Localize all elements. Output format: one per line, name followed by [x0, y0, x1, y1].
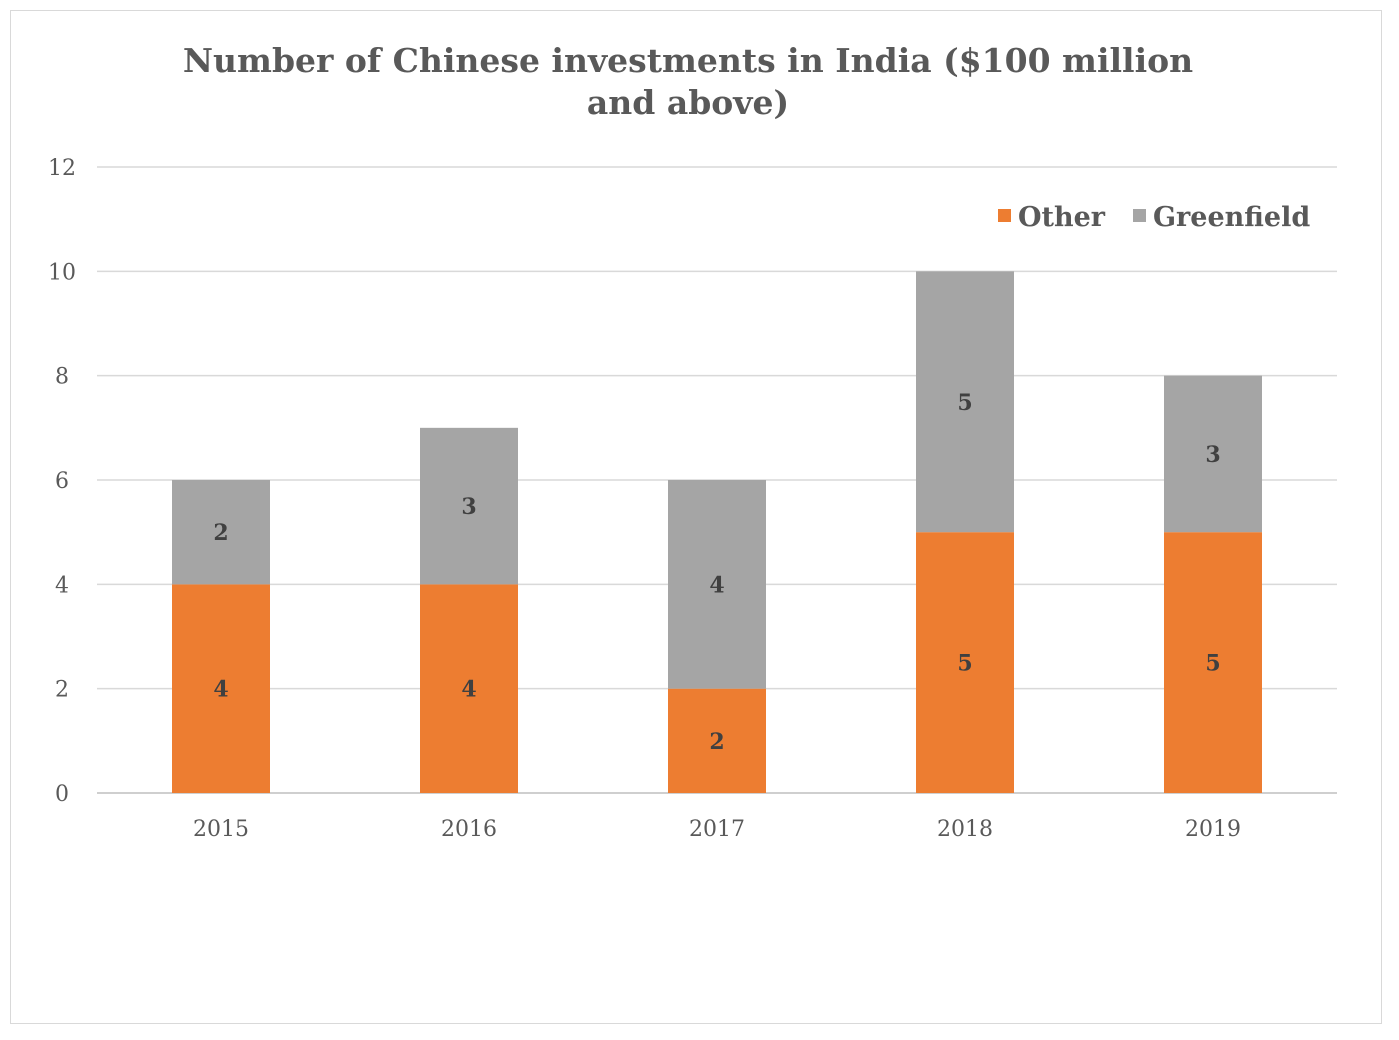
y-tick-label: 0 [55, 782, 69, 807]
bar-other-2017 [668, 688, 766, 793]
y-tick-label: 10 [48, 260, 76, 285]
chart-frame [10, 10, 1382, 1024]
data-label: 2 [709, 729, 724, 755]
y-tick-label: 6 [55, 469, 69, 494]
chart-title-line-2: and above) [586, 83, 790, 122]
data-label: 3 [461, 494, 476, 520]
data-label: 5 [957, 390, 972, 416]
x-tick-label: 2017 [689, 817, 745, 842]
x-tick-label: 2018 [937, 817, 993, 842]
data-label: 4 [213, 677, 228, 703]
y-tick-label: 12 [48, 156, 76, 181]
data-label: 5 [957, 651, 972, 677]
chart-title: Number of Chinese investments in India (… [0, 40, 1376, 124]
bar-other-2015 [172, 584, 270, 793]
legend-label-other: Other [1018, 202, 1106, 233]
x-tick-label: 2015 [193, 817, 249, 842]
data-label: 4 [461, 677, 476, 703]
legend-swatch-greenfield [1133, 209, 1146, 222]
bar-other-2018 [916, 532, 1014, 793]
bar-other-2016 [420, 584, 518, 793]
data-label: 3 [1205, 442, 1220, 468]
bar-other-2019 [1164, 532, 1262, 793]
y-tick-label: 4 [55, 573, 69, 598]
data-label: 2 [213, 520, 228, 546]
x-tick-label: 2016 [441, 817, 497, 842]
chart-title-line-1: Number of Chinese investments in India (… [182, 41, 1194, 80]
legend-label-greenfield: Greenfield [1153, 202, 1310, 233]
bar-greenfield-2016 [420, 427, 518, 585]
bar-greenfield-2018 [916, 271, 1014, 533]
bar-greenfield-2017 [668, 480, 766, 689]
bar-greenfield-2019 [1164, 375, 1262, 533]
bar-greenfield-2015 [172, 480, 270, 585]
x-tick-label: 2019 [1185, 817, 1241, 842]
data-label: 5 [1205, 651, 1220, 677]
legend-swatch-other [998, 209, 1011, 222]
y-tick-label: 8 [55, 365, 69, 390]
data-label: 4 [709, 572, 724, 598]
y-tick-label: 2 [55, 678, 69, 703]
